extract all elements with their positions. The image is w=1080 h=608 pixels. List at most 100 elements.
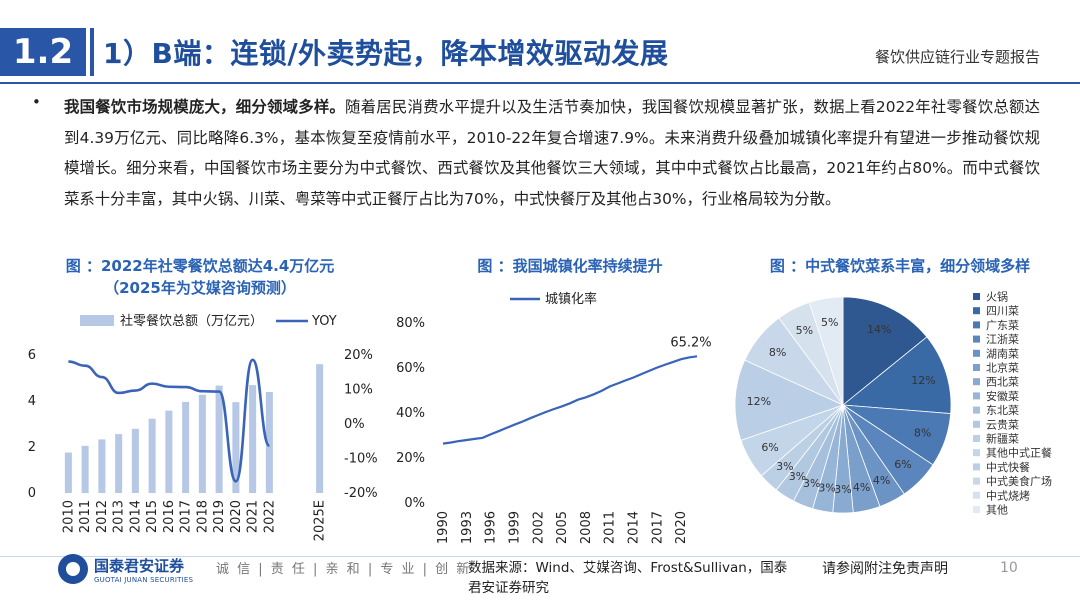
legend-swatch bbox=[973, 335, 980, 343]
x-tick: 2022 bbox=[262, 500, 277, 533]
x-tick: 2020 bbox=[674, 511, 689, 544]
legend-label: 东北菜 bbox=[986, 404, 1019, 417]
pie-slice-label: 5% bbox=[796, 324, 813, 337]
section-number: 1.2 bbox=[0, 28, 86, 76]
legend-swatch bbox=[973, 477, 980, 485]
legend-label: 中式烧烤 bbox=[986, 488, 1030, 502]
revenue-bar bbox=[316, 364, 324, 493]
pie-slice-label: 12% bbox=[747, 395, 771, 408]
x-tick: 2008 bbox=[579, 511, 594, 544]
x-tick: 2021 bbox=[246, 500, 261, 533]
pie-slice-label: 8% bbox=[914, 427, 931, 440]
logo-name: 国泰君安证券 bbox=[94, 556, 185, 575]
bullet-mark: • bbox=[32, 93, 41, 111]
pie-slice-label: 6% bbox=[894, 458, 911, 471]
legend-label: 安徽菜 bbox=[986, 389, 1019, 403]
revenue-bar bbox=[215, 385, 223, 493]
legend-bar-swatch bbox=[80, 315, 114, 326]
x-tick: 2010 bbox=[61, 500, 76, 533]
header-divider bbox=[0, 82, 1080, 84]
y-tick: 60% bbox=[396, 361, 425, 376]
pie-slice-label: 12% bbox=[911, 374, 935, 387]
x-tick: 2016 bbox=[162, 500, 177, 533]
x-tick: 1999 bbox=[507, 511, 522, 544]
x-tick: 2014 bbox=[128, 500, 143, 533]
pie-slice-label: 3% bbox=[834, 483, 851, 496]
pie-slice-label: 5% bbox=[821, 316, 838, 329]
page-number: 10 bbox=[1000, 560, 1018, 576]
pie-slice bbox=[808, 296, 844, 406]
legend-label: 广东菜 bbox=[986, 319, 1019, 332]
disclaimer: 请参阅附注免责声明 bbox=[822, 561, 948, 577]
legend-swatch bbox=[973, 364, 980, 371]
pie-slice-label: 3% bbox=[818, 482, 835, 495]
revenue-bar bbox=[98, 439, 106, 493]
cuisine-pie-chart: 14%12%8%6%4%4%3%3%3%3%3%6%12%8%5%5%火锅四川菜… bbox=[734, 291, 1052, 517]
x-tick: 2013 bbox=[112, 500, 127, 533]
chart1-caption-line2: （2025年为艾媒咨询预测） bbox=[104, 279, 296, 297]
legend-swatch bbox=[973, 293, 980, 300]
x-tick: 1990 bbox=[436, 511, 451, 544]
legend-label: 北京菜 bbox=[986, 361, 1019, 375]
y-right-tick: 10% bbox=[344, 383, 373, 398]
legend-line-label: YOY bbox=[311, 314, 337, 329]
legend-label: 西北菜 bbox=[986, 376, 1019, 389]
yoy-line bbox=[68, 358, 271, 483]
body-paragraph: 我国餐饮市场规模庞大，细分领域多样。随着居民消费水平提升以及生活节奏加快，我国餐… bbox=[64, 92, 1040, 214]
company-logo: 国泰君安证券 GUOTAI JUNAN SECURITIES bbox=[58, 554, 193, 584]
pie-slice bbox=[842, 296, 928, 406]
legend-label: 中式美食广场 bbox=[986, 474, 1052, 488]
x-tick: 2025E bbox=[313, 500, 328, 541]
pie-slice-label: 8% bbox=[769, 346, 786, 359]
data-source: 数据来源：Wind、艾媒咨询、Frost&Sullivan，国泰君安证券研究 bbox=[468, 560, 788, 596]
y-tick: 0% bbox=[404, 496, 425, 511]
x-tick: 2011 bbox=[603, 511, 618, 544]
logo-english-name: GUOTAI JUNAN SECURITIES bbox=[94, 575, 194, 584]
chart1-caption-line1: 图 ：2022年社零餐饮总额达4.4万亿元 bbox=[65, 257, 335, 275]
title-accent-bar bbox=[90, 28, 94, 76]
x-tick: 2002 bbox=[531, 511, 546, 544]
x-tick: 2017 bbox=[179, 500, 194, 533]
legend-swatch bbox=[973, 378, 980, 386]
legend-label: 火锅 bbox=[986, 291, 1008, 304]
pie-slice-label: 3% bbox=[776, 460, 793, 473]
y-tick: 20% bbox=[396, 451, 425, 466]
y-left-tick: 4 bbox=[28, 394, 36, 409]
pie-slice-label: 3% bbox=[789, 470, 806, 483]
x-tick: 2011 bbox=[78, 500, 93, 533]
pie-slice-label: 3% bbox=[803, 477, 820, 490]
pie-slice-label: 14% bbox=[867, 323, 891, 336]
revenue-bar bbox=[265, 392, 273, 493]
y-left-tick: 6 bbox=[28, 348, 36, 363]
revenue-bar bbox=[182, 401, 190, 493]
x-tick: 2005 bbox=[555, 511, 570, 544]
revenue-bar bbox=[81, 445, 89, 493]
y-left-tick: 2 bbox=[28, 440, 36, 455]
company-motto: 诚 信 | 责 任 | 亲 和 | 专 业 | 创 新 bbox=[216, 562, 472, 577]
legend-label: 新疆菜 bbox=[986, 432, 1019, 446]
pie-slice-label: 6% bbox=[761, 441, 778, 454]
x-tick: 1993 bbox=[460, 511, 475, 544]
legend-label: 江浙菜 bbox=[986, 333, 1019, 346]
legend-swatch bbox=[973, 491, 980, 499]
revenue-bar bbox=[249, 385, 257, 493]
revenue-bar bbox=[64, 452, 72, 493]
pie-slice-label: 4% bbox=[853, 481, 870, 494]
pie-slice bbox=[734, 359, 845, 441]
legend-swatch bbox=[973, 420, 980, 428]
body-lead: 我国餐饮市场规模庞大，细分领域多样。 bbox=[64, 98, 346, 116]
report-name: 餐饮供应链行业专题报告 bbox=[874, 48, 1040, 66]
legend-label: 中式快餐 bbox=[986, 460, 1030, 474]
x-tick: 2020 bbox=[229, 500, 244, 533]
footer-divider bbox=[0, 556, 1080, 557]
pie-slice bbox=[841, 336, 952, 414]
revenue-bar bbox=[165, 410, 173, 493]
y-right-tick: 20% bbox=[344, 348, 373, 363]
revenue-bar bbox=[115, 434, 123, 493]
legend-label: 其他中式正餐 bbox=[986, 446, 1052, 460]
legend-label: 湖南菜 bbox=[986, 347, 1019, 360]
legend-swatch bbox=[973, 435, 980, 442]
urbanization-chart: 城镇化率 0% 20% 40% 60% 80% 65.2% 1990 1993 1996 1999 2… bbox=[396, 291, 712, 544]
legend-label: 四川菜 bbox=[986, 305, 1019, 318]
